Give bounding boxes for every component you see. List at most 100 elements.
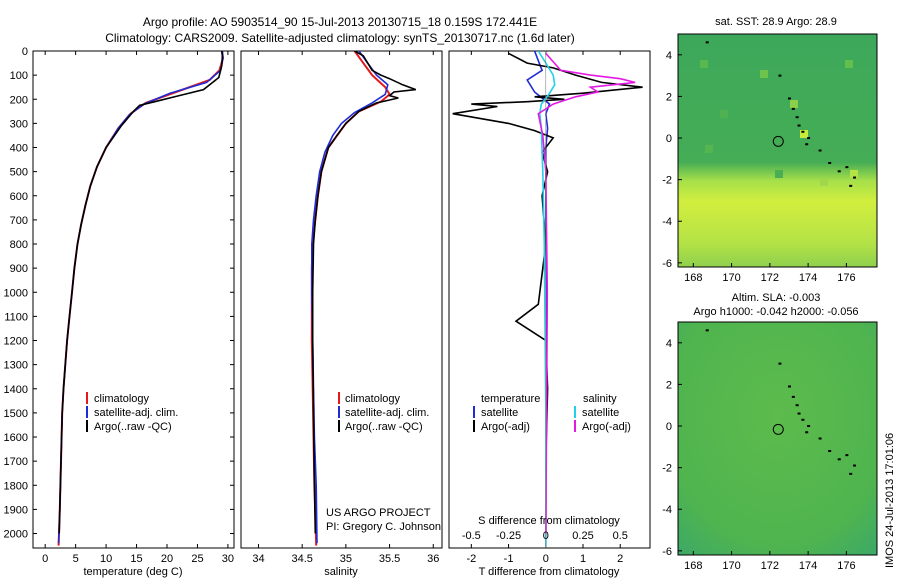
x-top-tick-label: 0 (543, 530, 549, 542)
series-line-temperature-argo-adj- (452, 52, 643, 534)
lon-tick-label: 174 (799, 272, 817, 284)
x-tick-label: -2 (466, 553, 476, 565)
depth-tick-label: 600 (10, 191, 28, 203)
island (818, 149, 822, 152)
island (778, 362, 782, 365)
legend-climatology: climatology (94, 393, 150, 405)
temperature-x-axis: 0 5 10 15 20 25 30 (42, 51, 234, 565)
lat-tick-label: -6 (662, 258, 672, 270)
lat-tick-label: -4 (662, 216, 672, 228)
t-diff-xlabel: T difference from climatology (479, 566, 620, 578)
depth-tick-label: 400 (10, 143, 28, 155)
legend-s-argo: Argo(-adj) (582, 421, 631, 433)
project-credit: US ARGO PROJECT (326, 507, 431, 519)
x-tick-label: 35.5 (379, 553, 400, 565)
x-tick-label: 34 (252, 553, 264, 565)
depth-tick-label: 1100 (4, 311, 28, 323)
legend-argo: Argo(..raw -QC) (345, 421, 423, 433)
difference-plot-frame (448, 50, 651, 549)
x-tick-label: 20 (161, 553, 173, 565)
island (845, 454, 849, 457)
lat-tick-label: 0 (666, 421, 672, 433)
sst-map-patches (700, 60, 858, 186)
depth-tick-label: 1900 (4, 504, 28, 516)
sla-map-coastline (705, 329, 857, 475)
lat-tick-label: 4 (666, 50, 672, 62)
legend-satellite: satellite-adj. clim. (345, 407, 429, 419)
temperature-panel: 0100200300400500600700800900100011001200… (4, 46, 650, 578)
lat-tick-label: 4 (666, 338, 672, 350)
island (795, 116, 799, 119)
island (801, 418, 805, 421)
island (801, 130, 805, 133)
x-tick-label: 2 (617, 553, 623, 565)
x-top-tick-label: 0.5 (613, 530, 628, 542)
x-tick-label: 34.5 (291, 553, 312, 565)
lat-tick-label: -4 (662, 504, 672, 516)
sst-pixel (850, 170, 858, 178)
depth-tick-label: 300 (10, 118, 28, 130)
series-line-salinity-argo-adj- (537, 52, 636, 534)
series-line-argo-raw-qc- (311, 51, 417, 534)
x-tick-label: 5 (73, 553, 79, 565)
island (787, 97, 791, 100)
island (837, 458, 841, 461)
difference-series (452, 51, 643, 548)
depth-tick-label: 200 (10, 94, 28, 106)
legend-s-satellite: satellite (582, 407, 619, 419)
difference-panel: -2 -1 0 1 2 S difference from climatology -0… (448, 50, 651, 578)
x-tick-label: 10 (100, 553, 112, 565)
depth-tick-label: 1500 (4, 408, 28, 420)
lon-tick-label: 172 (761, 272, 779, 284)
depth-tick-label: 800 (10, 239, 28, 251)
lon-tick-label: 168 (684, 560, 702, 572)
sst-pixel (775, 170, 783, 178)
island (845, 166, 849, 169)
lat-tick-label: -2 (662, 463, 672, 475)
legend-salinity-header: salinity (583, 393, 617, 405)
sst-pixel (700, 60, 708, 68)
island (791, 107, 795, 110)
depth-tick-label: 1600 (4, 432, 28, 444)
island (795, 404, 799, 407)
legend-t-argo: Argo(-adj) (481, 421, 530, 433)
sst-pixel (705, 145, 713, 153)
island (705, 41, 709, 44)
island (705, 329, 709, 332)
island (849, 184, 853, 187)
sst-pixel (760, 70, 768, 78)
depth-tick-label: 700 (10, 215, 28, 227)
sla-map-axes: 168 170 172 174 176 -6 -4 -2 0 2 4 (662, 338, 855, 572)
depth-tick-label: 1300 (4, 360, 28, 372)
sst-map-axes: 168 170 172 174 176 -6 -4 -2 0 2 4 (662, 50, 855, 284)
series-line-salinity-satellite (537, 51, 556, 546)
depth-tick-label: 100 (10, 70, 28, 82)
difference-legend: temperature salinity satellite Argo(-adj… (473, 393, 631, 433)
depth-tick-label: 1400 (4, 384, 28, 396)
depth-tick-label: 1000 (4, 287, 28, 299)
island (849, 472, 853, 475)
argo-float-marker (772, 423, 784, 435)
salinity-series (310, 51, 417, 546)
legend-argo: Argo(..raw -QC) (94, 421, 172, 433)
title-line-2: Climatology: CARS2009. Satellite-adjuste… (105, 31, 575, 45)
depth-tick-label: 1800 (4, 480, 28, 492)
salinity-xlabel: salinity (324, 566, 358, 578)
x-tick-label: 35 (340, 553, 352, 565)
depth-tick-label: 900 (10, 263, 28, 275)
x-tick-label: 1 (580, 553, 586, 565)
sla-map-panel: Altim. SLA: -0.003 Argo h1000: -0.042 h2… (662, 292, 878, 572)
sst-pixel (820, 178, 828, 186)
lat-tick-label: 0 (666, 133, 672, 145)
x-top-tick-label: 0.25 (572, 530, 593, 542)
x-top-tick-label: -0.5 (462, 530, 481, 542)
island (807, 137, 811, 140)
salinity-panel: 34 34.5 35 35.5 36 salinity climatology sate… (240, 50, 443, 578)
depth-tick-label: 1200 (4, 336, 28, 348)
series-line-argo-raw-qc- (58, 51, 224, 534)
x-top-tick-label: -0.25 (496, 530, 521, 542)
sst-pixel (800, 130, 808, 138)
legend-temperature-header: temperature (481, 393, 540, 405)
lon-tick-label: 176 (837, 560, 855, 572)
